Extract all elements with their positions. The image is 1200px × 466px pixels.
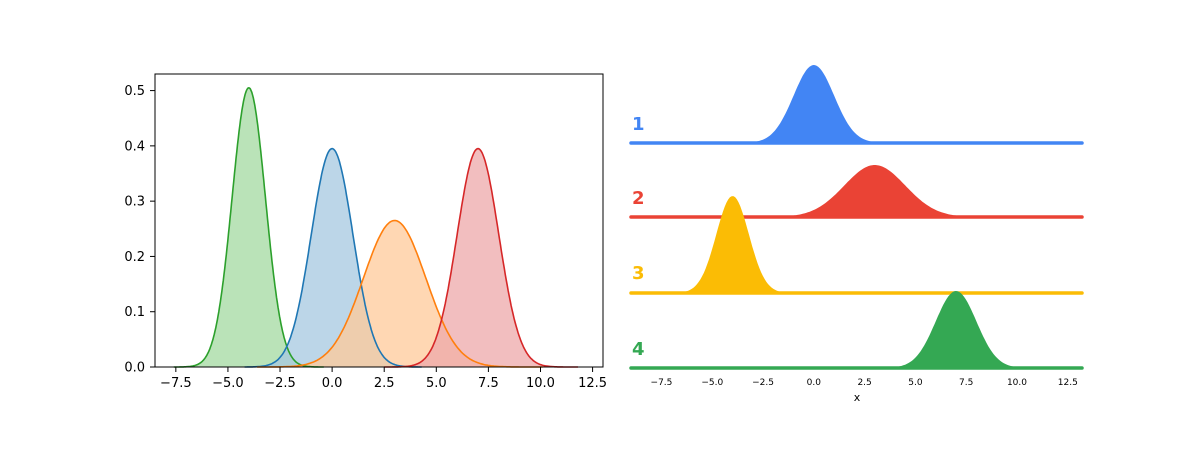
ridge-1: 1 [629,65,1084,145]
x-tick-label: 7.5 [478,376,499,391]
ridge-x-tick-label: 5.0 [908,378,923,388]
x-tick-label: 5.0 [426,376,447,391]
x-tick-label: 0.0 [322,376,343,391]
ridge-x-tick-label: −5.0 [701,378,723,388]
y-tick-label: 0.1 [124,305,145,320]
density-fills [173,87,578,368]
y-tick-label: 0.3 [124,195,145,210]
ridge-x-tick-label: 7.5 [959,378,973,388]
ridge-area-4 [631,291,1082,368]
density-lines [173,86,578,368]
ridge-x-tick-label: 10.0 [1007,378,1027,388]
ridge-label-3: 3 [632,263,645,284]
x-tick-label: −7.5 [160,376,192,391]
ridge-2: 2 [629,165,1084,219]
ridge-x-tick-label: 12.5 [1058,378,1078,388]
ridge-area-2 [631,165,1082,217]
ridge-x-tick-label: 0.0 [807,378,822,388]
ridge-area-1 [631,65,1082,143]
x-tick-label: 10.0 [526,376,555,391]
y-tick-label: 0.2 [124,250,145,265]
density-line-2 [244,147,422,368]
ridge-area-3 [631,196,1082,293]
x-tick-label: −2.5 [264,376,296,391]
x-tick-label: −5.0 [212,376,244,391]
ridge-4: 4 [629,291,1084,370]
y-tick-label: 0.5 [124,84,145,99]
ridge-x-tick-label: −2.5 [752,378,774,388]
density-line-4 [384,147,578,368]
density-area-2 [244,148,422,367]
density-area-1 [173,87,324,368]
x-tick-label: 12.5 [578,376,607,391]
density-line-3 [257,219,543,368]
density-area-3 [257,220,543,367]
ridge-x-axis-label: x [854,391,861,404]
plot-frame [154,73,604,368]
y-tick-label: 0.4 [124,139,145,154]
right-ridgeline-chart: 1 2 3 4 −7.5 −5.0 −2.5 0.0 2.5 5.0 7.5 10.0 12.5 x [629,65,1084,404]
y-tick-label: 0.0 [124,361,145,376]
density-area-4 [384,148,578,367]
ridge-3: 3 [629,196,1084,295]
left-density-chart: −7.5 −5.0 −2.5 0.0 2.5 5.0 7.5 10.0 12.5 0.0 0.1 0.… [124,73,607,391]
ridge-label-1: 1 [632,114,645,135]
ridge-x-tick-label: 2.5 [857,378,871,388]
ridge-x-tick-label: −7.5 [651,378,673,388]
density-line-1 [173,86,324,368]
ridge-label-2: 2 [632,188,645,209]
ridge-label-4: 4 [632,339,645,360]
x-tick-label: 2.5 [374,376,395,391]
